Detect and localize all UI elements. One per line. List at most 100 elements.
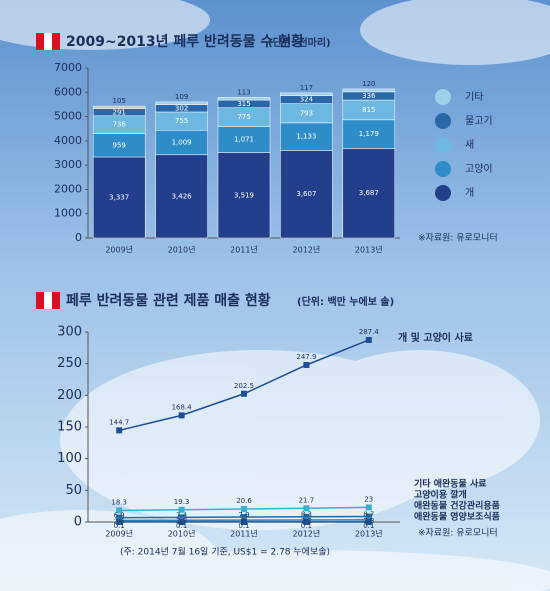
value-label: 105 xyxy=(113,97,126,105)
flag-1 xyxy=(36,33,60,50)
point xyxy=(303,518,310,525)
value-label: 168.4 xyxy=(172,403,193,411)
point xyxy=(303,361,310,368)
bar-segment xyxy=(155,130,208,156)
y-tick-label: 100 xyxy=(57,451,82,466)
value-label: 0.1 xyxy=(176,522,187,530)
point xyxy=(365,513,372,520)
legend-icon xyxy=(435,185,451,201)
point xyxy=(116,507,123,514)
x-tick-label: 2009년 xyxy=(105,529,133,539)
value-label: 1,179 xyxy=(359,130,379,138)
value-label: 315 xyxy=(237,100,250,108)
legend-label: 애완동물 영양보조식품 xyxy=(414,511,500,523)
source: ※자료원: 유로모니터 xyxy=(418,528,498,539)
value-label: 0.1 xyxy=(363,522,374,530)
legend-label: 개 xyxy=(465,187,474,199)
value-label: 21.7 xyxy=(299,496,315,504)
x-tick-label: 2010년 xyxy=(168,245,196,255)
legend-icon xyxy=(435,161,451,177)
bar-segment xyxy=(280,92,333,97)
point xyxy=(178,518,185,525)
legend-icon xyxy=(435,137,451,153)
source: ※자료원: 유로모니터 xyxy=(418,233,498,244)
legend-label: 물고기 xyxy=(465,115,493,127)
value-label: 755 xyxy=(175,117,188,125)
value-label: 113 xyxy=(237,88,250,96)
y-tick-label: 5000 xyxy=(54,110,82,123)
value-label: 7.9 xyxy=(238,511,249,519)
value-label: 20.6 xyxy=(236,497,252,505)
y-tick-label: 4000 xyxy=(54,134,82,147)
legend-label: 기타 xyxy=(465,91,483,103)
point xyxy=(116,518,123,525)
value-label: 18.3 xyxy=(111,498,127,506)
value-label: 775 xyxy=(237,113,250,121)
y-tick-label: 2000 xyxy=(54,182,82,195)
point xyxy=(241,390,247,397)
point xyxy=(241,518,247,525)
value-label: 8.3 xyxy=(301,511,312,519)
value-label: 8.7 xyxy=(363,510,374,518)
bar-segment xyxy=(217,126,271,153)
y-tick-label: 0 xyxy=(74,515,82,530)
value-label: 0.1 xyxy=(114,522,125,530)
bar-segment xyxy=(217,97,271,101)
value-label: 3,687 xyxy=(359,189,379,197)
legend-icon xyxy=(435,113,451,129)
value-label: 815 xyxy=(362,106,375,114)
note: (주: 2014년 7월 16일 기준, US$1 = 2.78 누에보솔) xyxy=(120,546,330,558)
y-tick-label: 250 xyxy=(57,356,82,371)
y-tick-label: 300 xyxy=(57,325,82,340)
x-tick-label: 2010년 xyxy=(168,529,196,539)
y-tick-label: 3000 xyxy=(54,158,82,171)
value-label: 0.1 xyxy=(238,522,249,530)
value-label: 23 xyxy=(364,495,373,503)
value-label: 3,426 xyxy=(172,192,193,200)
value-label: 120 xyxy=(362,80,375,88)
y-tick-label: 150 xyxy=(57,420,82,435)
legend-label: 새 xyxy=(465,139,474,151)
point xyxy=(116,427,123,434)
value-label: 7.4 xyxy=(176,511,188,519)
chart-subtitle: (단위: 천마리) xyxy=(268,36,331,49)
value-label: 1,133 xyxy=(296,133,316,141)
bar-segment xyxy=(342,119,396,149)
x-tick-label: 2009년 xyxy=(105,245,133,255)
chart-title: 2009~2013년 페루 반려동물 수 현황 xyxy=(66,33,304,50)
legend-label: 고양이용 깔개 xyxy=(414,489,467,501)
bar-segment xyxy=(342,148,396,239)
chart-subtitle: (단위: 백만 누에보 솔) xyxy=(297,295,394,308)
value-label: 0.1 xyxy=(301,522,312,530)
x-tick-label: 2011년 xyxy=(230,245,258,255)
value-label: 109 xyxy=(175,93,188,101)
value-label: 1,071 xyxy=(234,136,254,144)
value-label: 144.7 xyxy=(109,418,129,426)
bar-segment xyxy=(280,122,333,151)
legend-label: 기타 애완동물 사료 xyxy=(414,478,487,490)
point xyxy=(241,505,247,512)
point xyxy=(303,505,310,512)
point xyxy=(365,518,372,525)
bar-segment xyxy=(280,150,333,239)
value-label: 302 xyxy=(175,104,188,112)
point xyxy=(365,336,372,343)
value-label: 336 xyxy=(362,92,376,100)
x-tick-label: 2011년 xyxy=(230,529,258,539)
value-label: 1,009 xyxy=(172,139,192,147)
y-tick-label: 50 xyxy=(65,483,82,498)
flag-2 xyxy=(36,292,60,309)
x-tick-label: 2012년 xyxy=(293,529,321,539)
value-label: 736 xyxy=(113,121,127,129)
legend-label: 개 및 고양이 사료 xyxy=(398,331,473,344)
legend-label: 애완동물 건강관리용품 xyxy=(414,500,500,512)
point xyxy=(241,513,247,520)
x-tick-label: 2012년 xyxy=(293,245,321,255)
y-tick-label: 200 xyxy=(57,388,82,403)
bar-segment xyxy=(155,101,208,105)
bar-segment xyxy=(217,152,271,239)
value-label: 291 xyxy=(113,108,126,116)
value-label: 19.3 xyxy=(174,498,190,506)
